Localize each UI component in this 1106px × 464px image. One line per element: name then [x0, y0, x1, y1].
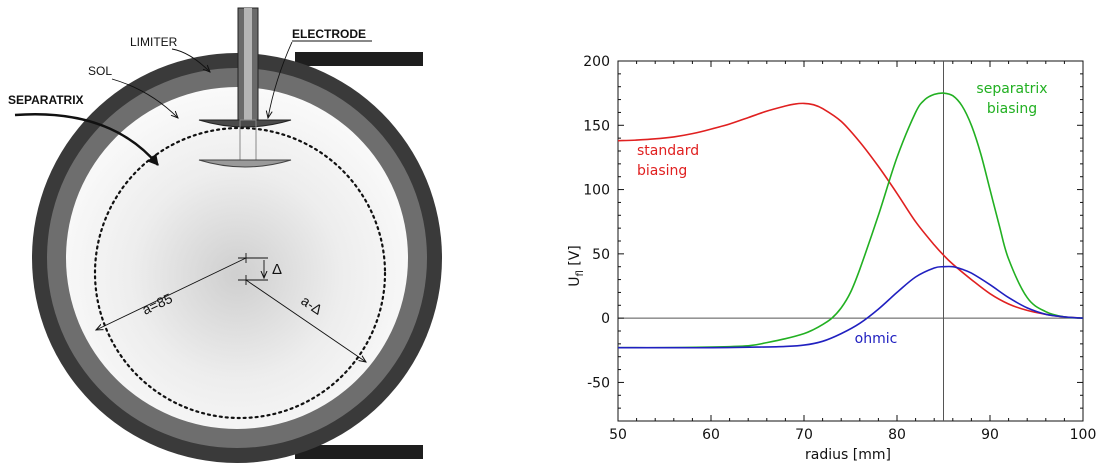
y-axis-title-main: U [567, 277, 583, 287]
y-tick-label: 200 [583, 54, 610, 70]
series-label-line: biasing [637, 163, 687, 179]
x-axis-ticks: 50 60 70 80 90 100 [609, 61, 1096, 443]
electrode-leader-line [268, 41, 293, 118]
limiter-leader-line [171, 48, 210, 72]
y-tick-label: 0 [601, 311, 610, 327]
sol-leader-line [111, 78, 178, 118]
separatrix-label: SEPARATRIX [8, 93, 84, 107]
floating-potential-chart: 50 60 70 80 90 100 -50 0 50 100 150 200 standard bi… [567, 54, 1096, 463]
y-tick-label: 100 [583, 183, 610, 199]
plasma-region [66, 87, 408, 429]
shift-label: Δ [272, 261, 282, 278]
x-tick-label: 100 [1070, 427, 1097, 443]
series-line-separatrix-biasing [617, 92, 1084, 349]
y-tick-label: -50 [587, 375, 610, 391]
y-axis-title: Ufl [V] [567, 245, 586, 287]
x-tick-label: 50 [609, 427, 627, 443]
series-lines [617, 92, 1084, 349]
x-tick-label: 80 [888, 427, 906, 443]
y-tick-label: 150 [583, 118, 610, 134]
x-axis-title: radius [mm] [805, 447, 891, 463]
limiter-bottom-plate [295, 445, 423, 459]
series-line-standard-biasing [617, 102, 1084, 319]
series-label-standard-biasing: standard biasing [637, 143, 699, 179]
electrode-shaft-inner [244, 8, 252, 120]
sol-label: SOL [88, 64, 112, 78]
reference-lines [618, 61, 1083, 421]
electrode-label: ELECTRODE [292, 27, 366, 41]
x-tick-label: 60 [702, 427, 720, 443]
y-axis-title-sub: fl [575, 270, 586, 276]
series-label-ohmic: ohmic [855, 331, 898, 347]
series-label-line: separatrix [976, 81, 1047, 97]
series-label-line: ohmic [855, 331, 898, 347]
limiter-top-plate [295, 52, 423, 66]
cross-section-diagram: LIMITER ELECTRODE SOL SEPARATRIX Δ a=85 … [8, 7, 442, 463]
y-axis-title-unit: [V] [567, 245, 583, 270]
series-labels: standard biasing separatrix biasing ohmic [637, 81, 1048, 347]
y-axis-ticks: -50 0 50 100 150 200 [583, 54, 1083, 422]
radius-line [96, 257, 247, 330]
electrode-ghost-head [198, 159, 292, 168]
series-label-line: biasing [987, 101, 1037, 117]
x-tick-label: 70 [795, 427, 813, 443]
shifted-radius-line [245, 279, 366, 362]
limiter-label: LIMITER [130, 35, 178, 49]
series-line-ohmic [617, 265, 1084, 349]
x-tick-label: 90 [981, 427, 999, 443]
separatrix-leader-line [14, 113, 159, 166]
series-label-separatrix-biasing: separatrix biasing [976, 81, 1047, 117]
series-label-line: standard [637, 143, 699, 159]
y-tick-label: 50 [592, 247, 610, 263]
electrode-head [198, 119, 292, 128]
